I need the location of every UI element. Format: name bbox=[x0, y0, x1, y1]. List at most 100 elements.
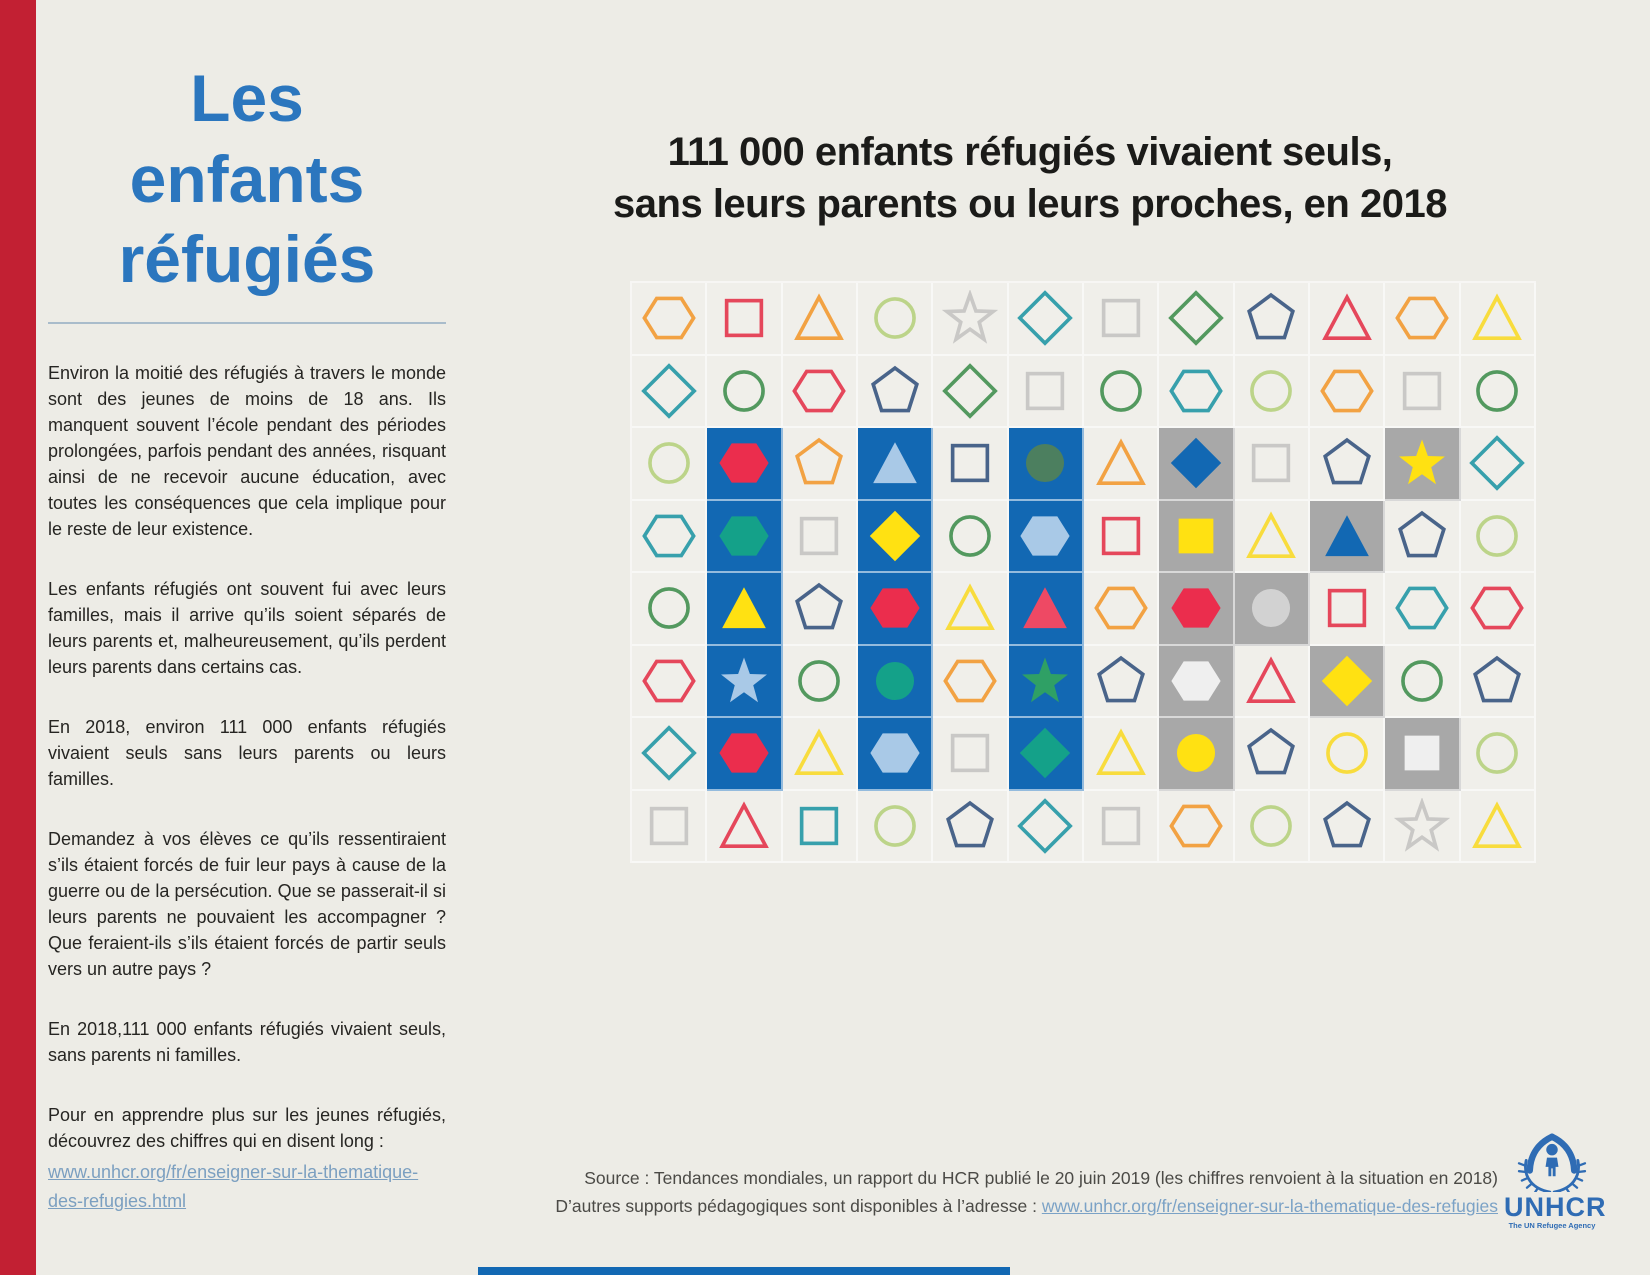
grid-cell-r6c5 bbox=[933, 645, 1009, 718]
page-title-line1: Les bbox=[190, 61, 304, 135]
left-column: Les enfants réfugiés Environ la moitié d… bbox=[48, 58, 446, 1216]
hexagon-icon bbox=[641, 296, 696, 340]
pentagon-icon bbox=[1322, 800, 1371, 848]
page-title-line2: enfants bbox=[129, 141, 365, 216]
pentagon-icon bbox=[870, 365, 919, 413]
grid-cell-r8c3 bbox=[782, 790, 858, 863]
triangle-icon bbox=[945, 583, 995, 631]
hexagon-icon bbox=[1169, 804, 1223, 848]
intro-paragraph: En 2018,111 000 enfants réfugiés vivaien… bbox=[48, 1018, 446, 1065]
grid-cell-r2c7 bbox=[1084, 355, 1160, 428]
grid-cell-r8c6 bbox=[1008, 790, 1084, 863]
circle-icon bbox=[1176, 734, 1216, 773]
pentagon-icon bbox=[1322, 438, 1371, 485]
grid-cell-r1c6 bbox=[1008, 283, 1084, 356]
source-line2-text: D’autres supports pédagogiques sont disp… bbox=[555, 1196, 1042, 1216]
grid-cell-r6c4 bbox=[858, 645, 934, 718]
grid-cell-r4c7 bbox=[1084, 500, 1160, 573]
triangle-icon bbox=[1095, 728, 1146, 776]
pentagon-icon bbox=[1247, 728, 1296, 775]
square-icon bbox=[1178, 518, 1214, 554]
chart-headline-line2: sans leurs parents ou leurs proches, en … bbox=[613, 182, 1447, 226]
grid-cell-r2c12 bbox=[1460, 355, 1536, 428]
grid-cell-r7c9 bbox=[1234, 718, 1310, 791]
grid-cell-r8c8 bbox=[1159, 790, 1235, 863]
grid-cell-r4c8 bbox=[1159, 500, 1235, 573]
unhcr-tagline: The UN Refugee Agency bbox=[1508, 1221, 1596, 1230]
grid-cell-r5c12 bbox=[1460, 573, 1536, 646]
grid-cell-r6c8 bbox=[1159, 645, 1235, 718]
pictogram-grid bbox=[630, 281, 1536, 863]
grid-cell-r2c5 bbox=[933, 355, 1009, 428]
grid-cell-r3c3 bbox=[782, 428, 858, 501]
source-link[interactable]: www.unhcr.org/fr/enseigner-sur-la-themat… bbox=[1041, 1196, 1498, 1216]
diamond-icon bbox=[1469, 435, 1526, 492]
grid-cell-r1c2 bbox=[707, 283, 783, 356]
unhcr-emblem-icon bbox=[1517, 1133, 1587, 1192]
grid-cell-r1c1 bbox=[632, 283, 708, 356]
hexagon-icon bbox=[1093, 586, 1148, 630]
grid-cell-r4c3 bbox=[782, 500, 858, 573]
grid-cell-r3c8 bbox=[1159, 428, 1235, 501]
grid-cell-r8c10 bbox=[1310, 790, 1386, 863]
grid-cell-r4c4 bbox=[858, 500, 934, 573]
intro-paragraph: Les enfants réfugiés ont souvent fui ave… bbox=[48, 578, 446, 677]
star-icon bbox=[941, 290, 998, 345]
intro-paragraph: Pour en apprendre plus sur les jeunes ré… bbox=[48, 1104, 446, 1151]
square-icon bbox=[649, 806, 688, 845]
grid-cell-r4c9 bbox=[1234, 500, 1310, 573]
grid-cell-r1c9 bbox=[1234, 283, 1310, 356]
grid-cell-r3c11 bbox=[1385, 428, 1461, 501]
grid-cell-r4c5 bbox=[933, 500, 1009, 573]
grid-cell-r6c9 bbox=[1234, 645, 1310, 718]
grid-cell-r4c6 bbox=[1008, 500, 1084, 573]
triangle-icon bbox=[1023, 587, 1068, 629]
square-icon bbox=[1101, 806, 1140, 845]
grid-cell-r8c5 bbox=[933, 790, 1009, 863]
square-icon bbox=[724, 299, 764, 338]
grid-cell-r3c7 bbox=[1084, 428, 1160, 501]
unhcr-logo: UNHCR The UN Refugee Agency bbox=[1504, 1126, 1606, 1230]
grid-cell-r5c4 bbox=[858, 573, 934, 646]
grid-cell-r5c8 bbox=[1159, 573, 1235, 646]
square-icon bbox=[1252, 444, 1291, 483]
grid-cell-r6c1 bbox=[632, 645, 708, 718]
grid-cell-r7c10 bbox=[1310, 718, 1386, 791]
triangle-icon bbox=[872, 442, 917, 484]
circle-icon bbox=[798, 659, 841, 702]
circle-icon bbox=[723, 369, 765, 412]
pentagon-icon bbox=[795, 583, 844, 630]
square-icon bbox=[1327, 589, 1366, 628]
grid-cell-r8c12 bbox=[1460, 790, 1536, 863]
grid-cell-r1c5 bbox=[933, 283, 1009, 356]
hexagon-icon bbox=[943, 659, 997, 703]
left-column-link[interactable]: www.unhcr.org/fr/enseigner-sur-la-themat… bbox=[48, 1161, 419, 1211]
grid-cell-r5c7 bbox=[1084, 573, 1160, 646]
hexagon-icon bbox=[870, 588, 920, 628]
grid-cell-r1c7 bbox=[1084, 283, 1160, 356]
grid-cell-r4c12 bbox=[1460, 500, 1536, 573]
grid-cell-r3c12 bbox=[1460, 428, 1536, 501]
circle-icon bbox=[875, 661, 914, 700]
square-icon bbox=[800, 516, 839, 555]
grid-cell-r3c5 bbox=[933, 428, 1009, 501]
grid-cell-r6c10 bbox=[1310, 645, 1386, 718]
grid-cell-r3c9 bbox=[1234, 428, 1310, 501]
grid-cell-r6c3 bbox=[782, 645, 858, 718]
source-line2: D’autres supports pédagogiques sont disp… bbox=[555, 1192, 1498, 1220]
triangle-icon bbox=[794, 293, 845, 341]
triangle-icon bbox=[1321, 293, 1372, 341]
grid-cell-r3c4 bbox=[858, 428, 934, 501]
hexagon-icon bbox=[719, 516, 769, 556]
star-icon bbox=[1399, 439, 1445, 485]
grid-cell-r1c11 bbox=[1385, 283, 1461, 356]
square-icon bbox=[1026, 371, 1065, 410]
square-icon bbox=[1101, 516, 1140, 555]
grid-cell-r3c6 bbox=[1008, 428, 1084, 501]
hexagon-icon bbox=[1169, 369, 1223, 413]
diamond-icon bbox=[1168, 290, 1224, 347]
pentagon-icon bbox=[1096, 655, 1145, 703]
circle-icon bbox=[1401, 659, 1443, 702]
grid-cell-r5c11 bbox=[1385, 573, 1461, 646]
